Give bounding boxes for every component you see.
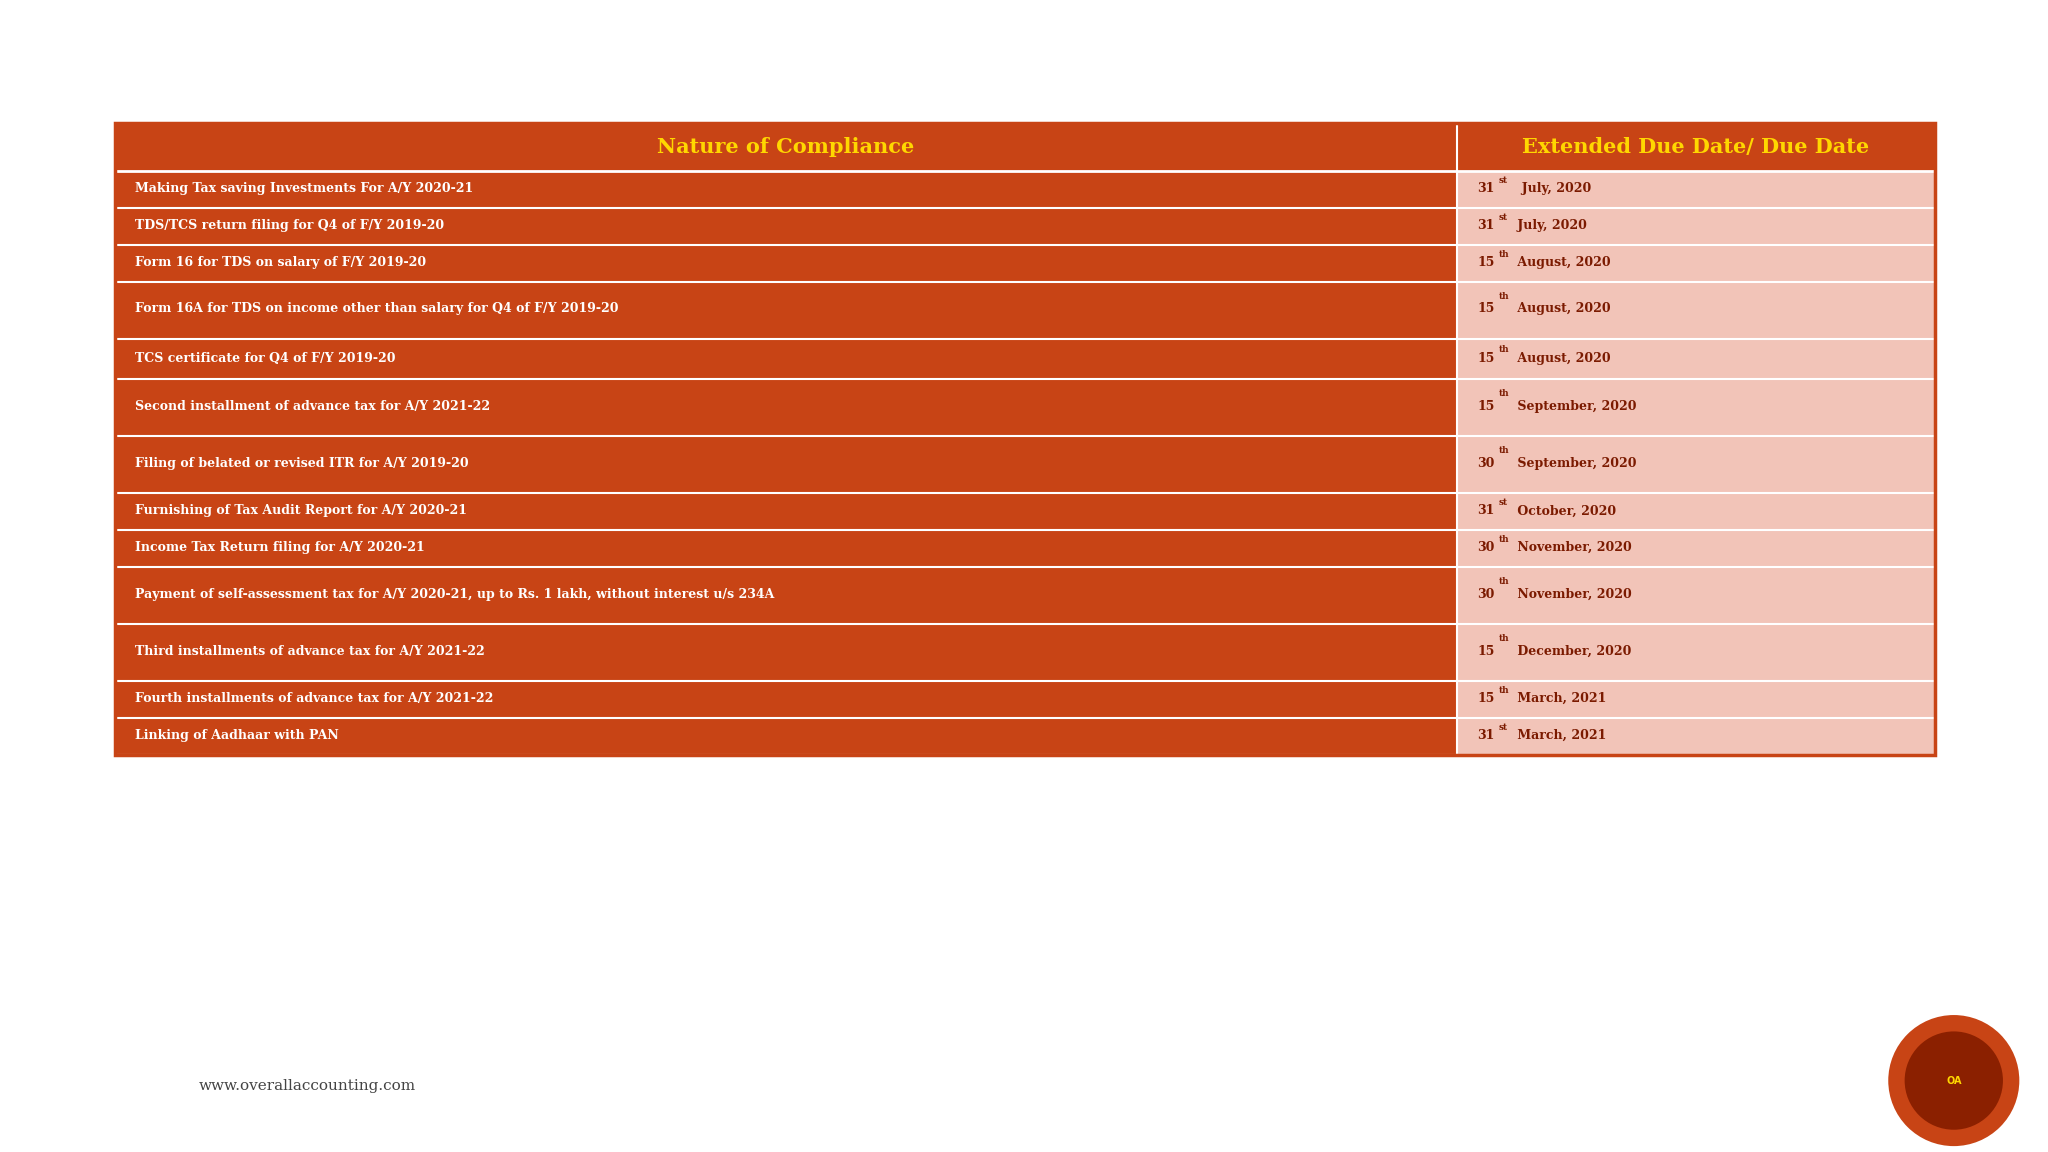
Bar: [115, 339, 1456, 379]
Text: August, 2020: August, 2020: [1513, 351, 1612, 364]
Text: July, 2020: July, 2020: [1513, 182, 1591, 196]
Bar: [1456, 281, 1935, 339]
Bar: [115, 530, 1456, 567]
Text: July, 2020: July, 2020: [1513, 219, 1587, 232]
Bar: [115, 172, 1456, 207]
Bar: [115, 123, 1935, 172]
Text: 15: 15: [1477, 303, 1495, 316]
Text: 30: 30: [1477, 588, 1495, 600]
Bar: [115, 567, 1456, 624]
Text: March, 2021: March, 2021: [1513, 692, 1608, 705]
Bar: [115, 244, 1456, 281]
Text: August, 2020: August, 2020: [1513, 256, 1612, 268]
Text: th: th: [1499, 685, 1509, 695]
Text: st: st: [1499, 722, 1507, 732]
Text: Extended Due Date/ Due Date: Extended Due Date/ Due Date: [1522, 137, 1870, 157]
Text: Furnishing of Tax Audit Report for A/Y 2020-21: Furnishing of Tax Audit Report for A/Y 2…: [135, 505, 467, 517]
Text: st: st: [1499, 176, 1507, 185]
Text: th: th: [1499, 447, 1509, 455]
Text: Nature of Compliance: Nature of Compliance: [657, 137, 913, 157]
Bar: [1456, 624, 1935, 681]
Text: 31: 31: [1477, 505, 1495, 517]
Text: th: th: [1499, 635, 1509, 643]
Bar: [115, 379, 1456, 437]
Bar: [1456, 437, 1935, 493]
Text: Second installment of advance tax for A/Y 2021-22: Second installment of advance tax for A/…: [135, 400, 489, 412]
Text: 30: 30: [1477, 457, 1495, 470]
Text: th: th: [1499, 389, 1509, 399]
Text: Form 16 for TDS on salary of F/Y 2019-20: Form 16 for TDS on salary of F/Y 2019-20: [135, 256, 426, 268]
Text: 15: 15: [1477, 400, 1495, 412]
Text: TDS/TCS return filing for Q4 of F/Y 2019-20: TDS/TCS return filing for Q4 of F/Y 2019…: [135, 219, 444, 232]
Bar: [1456, 207, 1935, 244]
Bar: [115, 437, 1456, 493]
Text: August, 2020: August, 2020: [1513, 303, 1612, 316]
Bar: [115, 681, 1456, 718]
Bar: [1456, 530, 1935, 567]
Bar: [115, 123, 1935, 755]
Bar: [1456, 244, 1935, 281]
Bar: [1456, 172, 1935, 207]
Text: September, 2020: September, 2020: [1513, 457, 1636, 470]
Text: Payment of self-assessment tax for A/Y 2020-21, up to Rs. 1 lakh, without intere: Payment of self-assessment tax for A/Y 2…: [135, 588, 774, 600]
Text: 15: 15: [1477, 692, 1495, 705]
Bar: [115, 718, 1456, 755]
Bar: [1456, 681, 1935, 718]
Text: Form 16A for TDS on income other than salary for Q4 of F/Y 2019-20: Form 16A for TDS on income other than sa…: [135, 303, 618, 316]
Text: st: st: [1499, 213, 1507, 222]
Text: th: th: [1499, 577, 1509, 586]
Bar: [1456, 493, 1935, 530]
Text: 31: 31: [1477, 182, 1495, 196]
Text: th: th: [1499, 250, 1509, 259]
Text: OA: OA: [1946, 1076, 1962, 1085]
Bar: [1456, 379, 1935, 437]
Text: Making Tax saving Investments For A/Y 2020-21: Making Tax saving Investments For A/Y 20…: [135, 182, 473, 196]
Bar: [1456, 339, 1935, 379]
Bar: [115, 493, 1456, 530]
Text: Third installments of advance tax for A/Y 2021-22: Third installments of advance tax for A/…: [135, 645, 485, 658]
Text: Linking of Aadhaar with PAN: Linking of Aadhaar with PAN: [135, 729, 338, 742]
Text: st: st: [1499, 499, 1507, 507]
Text: 31: 31: [1477, 729, 1495, 742]
Text: December, 2020: December, 2020: [1513, 645, 1632, 658]
Bar: [1456, 567, 1935, 624]
Text: October, 2020: October, 2020: [1513, 505, 1616, 517]
Text: 15: 15: [1477, 351, 1495, 364]
Text: 15: 15: [1477, 645, 1495, 658]
Text: November, 2020: November, 2020: [1513, 588, 1632, 600]
Text: 30: 30: [1477, 541, 1495, 554]
Text: November, 2020: November, 2020: [1513, 541, 1632, 554]
Text: 15: 15: [1477, 256, 1495, 268]
Text: Income Tax Return filing for A/Y 2020-21: Income Tax Return filing for A/Y 2020-21: [135, 541, 424, 554]
Text: TCS certificate for Q4 of F/Y 2019-20: TCS certificate for Q4 of F/Y 2019-20: [135, 351, 395, 364]
Text: Filing of belated or revised ITR for A/Y 2019-20: Filing of belated or revised ITR for A/Y…: [135, 457, 469, 470]
Ellipse shape: [1888, 1015, 2019, 1146]
Bar: [115, 281, 1456, 339]
Text: th: th: [1499, 291, 1509, 301]
Text: www.overallaccounting.com: www.overallaccounting.com: [199, 1079, 416, 1093]
Bar: [115, 624, 1456, 681]
Text: th: th: [1499, 344, 1509, 354]
Text: March, 2021: March, 2021: [1513, 729, 1608, 742]
Text: 31: 31: [1477, 219, 1495, 232]
Text: September, 2020: September, 2020: [1513, 400, 1636, 412]
Bar: [1456, 718, 1935, 755]
Text: Fourth installments of advance tax for A/Y 2021-22: Fourth installments of advance tax for A…: [135, 692, 494, 705]
Text: th: th: [1499, 535, 1509, 544]
Ellipse shape: [1905, 1031, 2003, 1130]
Bar: [115, 207, 1456, 244]
